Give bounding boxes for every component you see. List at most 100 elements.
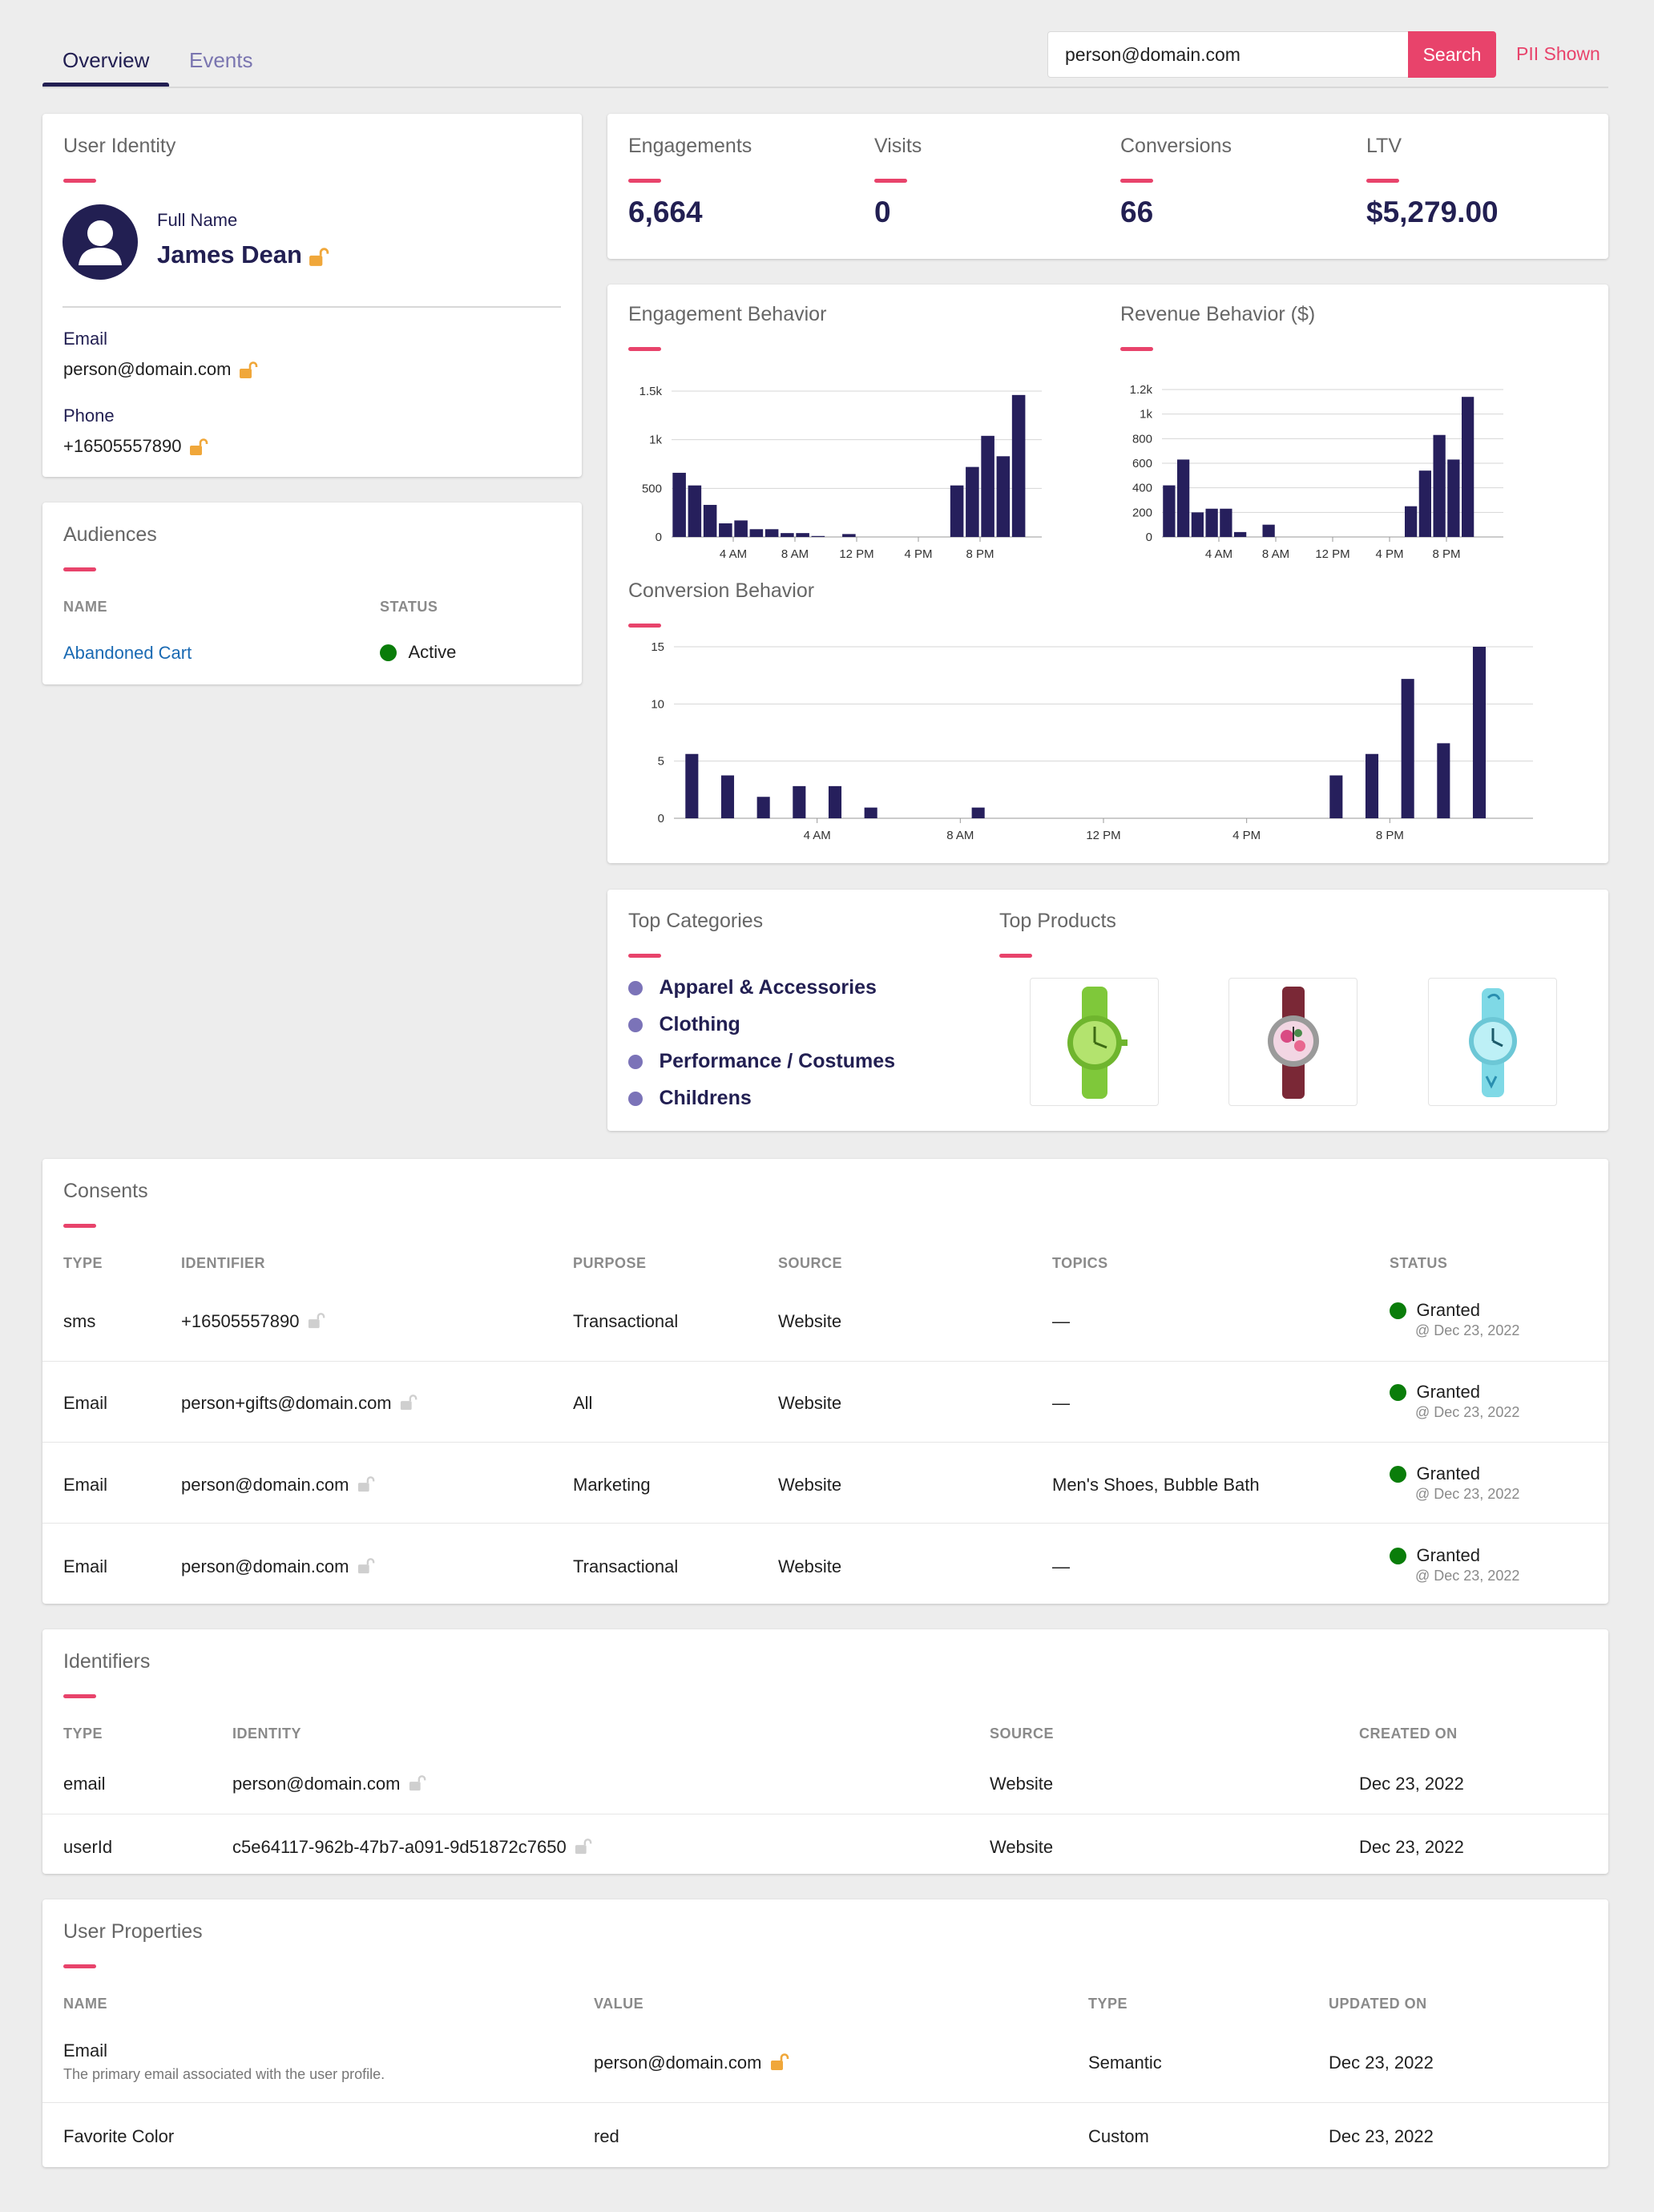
property-name: Favorite Color [63,2126,175,2146]
bar-8-am[interactable] [796,533,809,537]
tab-events[interactable]: Events [189,48,253,72]
bar-3-am[interactable] [793,785,806,818]
email-label: Email [63,329,108,349]
bar-7-pm[interactable] [966,466,979,537]
search-button[interactable]: Search [1408,31,1496,78]
bar-6-pm[interactable] [950,485,964,537]
bar-7-pm[interactable] [1433,434,1446,537]
bar-9-pm[interactable] [1437,743,1450,818]
bar-8-pm[interactable] [981,435,994,537]
category-label: Clothing [659,1013,740,1035]
y-tick-label: 0 [656,531,662,544]
locked-lock-icon[interactable] [357,1475,375,1493]
bar-4-am[interactable] [828,785,842,818]
bar-9-pm[interactable] [996,456,1011,537]
identifier-text: person@domain.com [181,1556,349,1576]
x-tick-label: 4 PM [1232,829,1261,842]
bar-9-pm[interactable] [1461,397,1474,537]
user-properties-card: User Properties NAME VALUE TYPE UPDATED … [42,1899,1608,2167]
bar-5-pm[interactable] [1404,506,1418,537]
bar-8-pm[interactable] [1447,459,1460,537]
consent-type: Email [63,1475,108,1495]
bar-5-am[interactable] [749,529,764,537]
bar-3-am[interactable] [1205,508,1218,537]
product-tile[interactable] [1030,978,1159,1106]
identifier-source: Website [990,1774,1054,1794]
search-input[interactable]: person@domain.com [1047,31,1409,78]
consent-source: Website [778,1556,842,1576]
product-tile[interactable] [1428,978,1557,1106]
bar-10-pm[interactable] [1472,647,1487,818]
phone-row: +16505557890 [63,436,208,457]
bar-9-am[interactable] [811,535,825,537]
bar-3-am[interactable] [719,523,732,537]
bar-8-pm[interactable] [1401,679,1414,818]
unlocked-lock-icon[interactable] [189,438,208,457]
unlocked-lock-icon[interactable] [309,247,329,268]
bar-8-am[interactable] [971,807,985,818]
locked-lock-icon[interactable] [308,1312,325,1330]
audience-link[interactable]: Abandoned Cart [63,643,192,663]
bar-7-am[interactable] [1262,524,1275,537]
bar-11-am[interactable] [842,534,856,537]
status-text: Granted [1416,1545,1480,1565]
bar-4-am[interactable] [734,520,748,537]
x-tick-label: 12 PM [839,547,873,561]
stat-value: 6,664 [628,196,703,228]
pii-toggle-link[interactable]: PII Shown [1516,43,1600,64]
user-identity-card: User Identity Full Name James Dean Email… [42,114,582,477]
consent-topics: — [1052,1393,1070,1413]
bar-6-pm[interactable] [1418,470,1432,537]
bar-2-am[interactable] [703,504,717,537]
consent-identifier: person@domain.com [181,1556,375,1577]
status-text: Active [408,642,457,662]
status-dot [380,644,397,661]
title-accent [628,954,661,958]
bar-5-am[interactable] [864,807,877,818]
locked-lock-icon[interactable] [575,1838,592,1855]
bar-1-am[interactable] [720,775,735,819]
bar-1-am[interactable] [1176,459,1190,537]
bar-12-am[interactable] [1163,485,1176,537]
bar-2-am[interactable] [1191,512,1204,537]
bar-1-am[interactable] [688,485,702,537]
bar-6-am[interactable] [764,529,779,537]
category-bullet [628,1054,643,1069]
consents-card: Consents TYPE IDENTIFIER PURPOSE SOURCE … [42,1159,1608,1604]
unlocked-lock-icon[interactable] [239,361,258,380]
locked-lock-icon[interactable] [400,1394,418,1411]
bar-4-am[interactable] [1220,508,1232,537]
product-tile[interactable] [1228,978,1357,1106]
bar-7-pm[interactable] [1365,753,1379,818]
column-header: SOURCE [778,1255,843,1271]
bar-2-am[interactable] [756,797,770,818]
category-item: Apparel & Accessories [628,976,895,1013]
column-header: VALUE [594,1996,644,2012]
bar-10-pm[interactable] [1011,394,1026,537]
title-accent [63,567,96,571]
consent-source: Website [778,1393,842,1413]
locked-lock-icon[interactable] [357,1557,375,1575]
bar-12-am[interactable] [685,753,699,818]
tab-bar: Overview Events [42,38,1608,88]
bar-5-am[interactable] [1233,531,1247,537]
property-value: red [594,2126,619,2146]
locked-lock-icon[interactable] [409,1774,426,1792]
green-watch-image [1067,987,1128,1099]
bar-7-am[interactable] [781,533,794,537]
stat-visits: Visits 0 [874,135,922,228]
x-tick-label: 4 AM [1205,547,1232,561]
title-accent [628,347,661,351]
consent-purpose: All [573,1393,593,1413]
consent-identifier: +16505557890 [181,1311,325,1332]
unlocked-lock-icon[interactable] [770,2053,789,2072]
tab-overview[interactable]: Overview [63,48,150,72]
row-divider [42,1361,1608,1362]
bar-6-pm[interactable] [1329,775,1343,819]
status-text: Granted [1416,1463,1480,1483]
bar-12-am[interactable] [672,472,686,537]
property-name: Email [63,2040,108,2061]
email-row: person@domain.com [63,359,258,380]
consent-identifier: person+gifts@domain.com [181,1393,418,1414]
table-row: sms +16505557890 Transactional Website —… [42,1281,1608,1362]
